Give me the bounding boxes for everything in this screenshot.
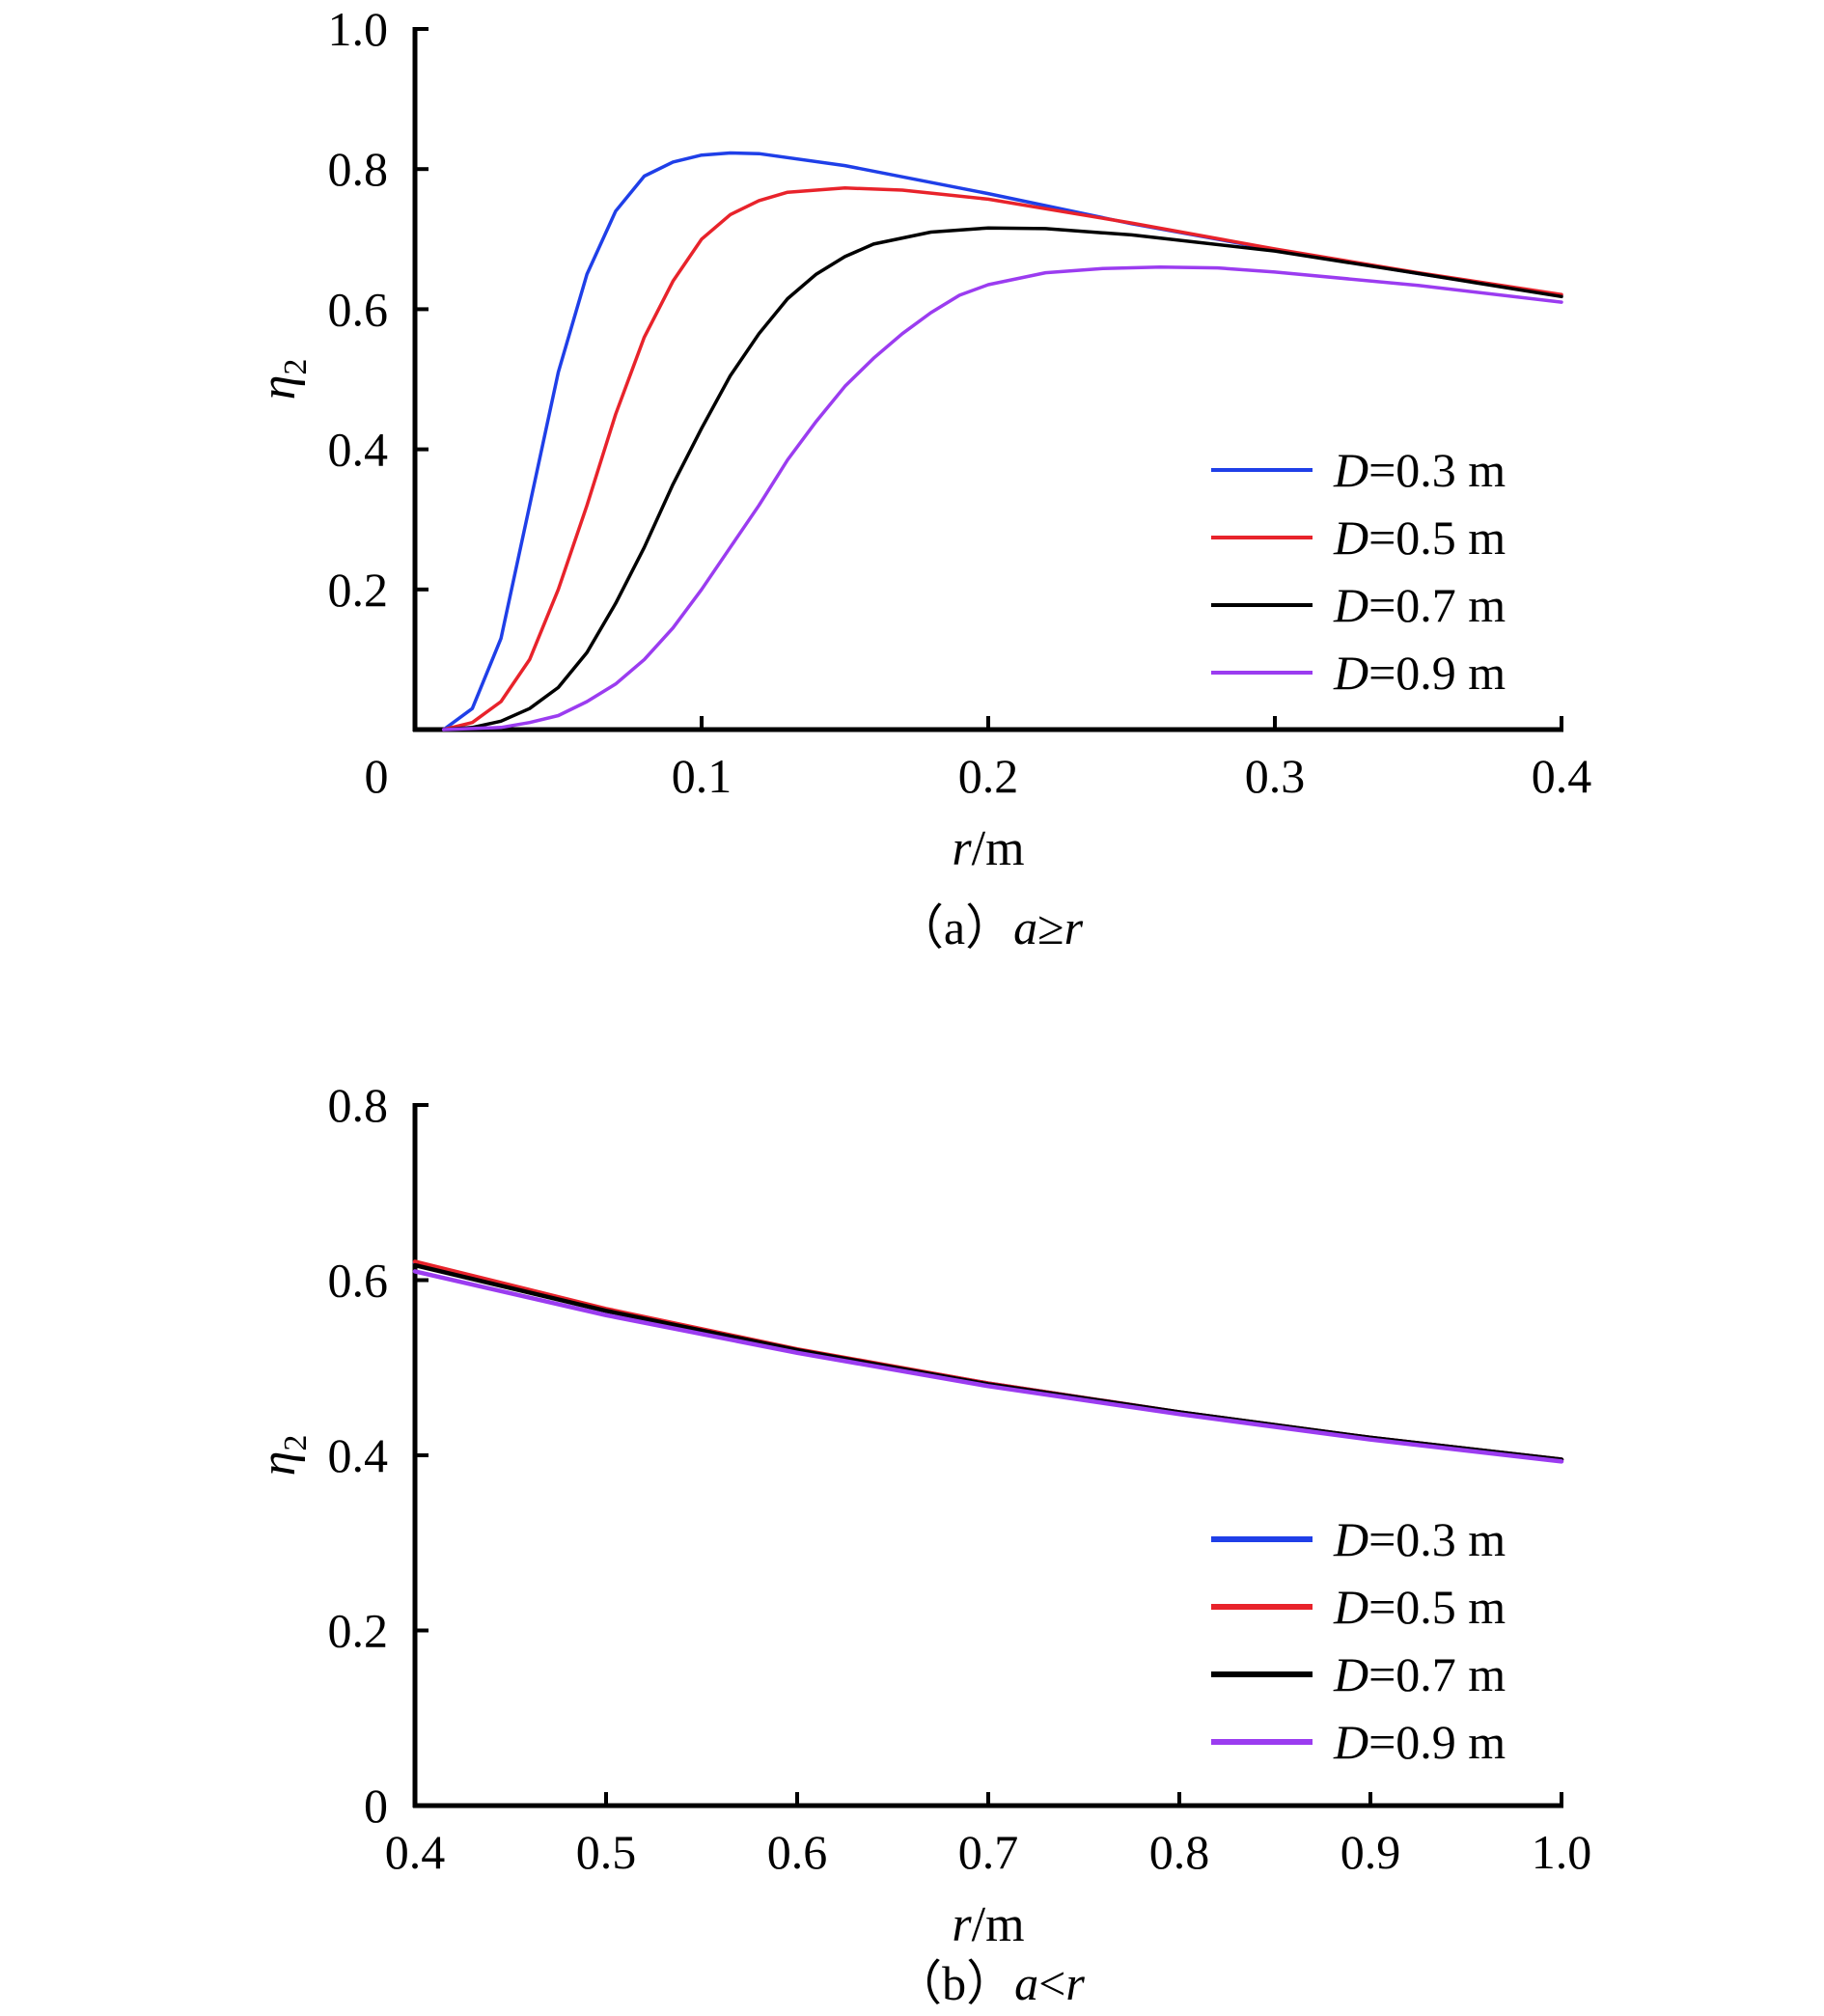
- panel-b-y-tick-label: 0.6: [328, 1254, 389, 1308]
- panel-b-legend-label-2: D=0.5 m: [1333, 1580, 1506, 1634]
- panel-b: 0.4 0.5 0.6 0.7 0.8 0.9 1.0 0 0.2 0.4 0.6 0.8 D=0.3…: [251, 1078, 1591, 2010]
- panel-a-y-tick-label: 0.6: [328, 282, 389, 336]
- panel-a-x-tick-label: 0.3: [1245, 749, 1306, 803]
- panel-a-y-tick-label: 1.0: [328, 2, 389, 56]
- panel-a-series-line-2: [441, 186, 1563, 732]
- panel-a: 0 0.1 0.2 0.3 0.40.20.40.60.81.0 D=0.3 mD=0.…: [251, 2, 1591, 954]
- panel-b-x-tick-label: 0.5: [576, 1825, 637, 1879]
- panel-b-y-tick-label: 0: [364, 1779, 388, 1833]
- panel-b-y-tick-label: 0.4: [328, 1428, 389, 1482]
- panel-a-y-tick-label: 0.4: [328, 423, 389, 477]
- panel-b-series-line-3: [412, 1262, 1564, 1462]
- panel-b-x-tick-label: 0.9: [1340, 1825, 1401, 1879]
- panel-a-legend-label-2: D=0.5 m: [1333, 511, 1506, 565]
- panel-a-caption: （a）a≥r: [896, 900, 1084, 954]
- panel-b-legend: D=0.3 m D=0.5 m D=0.7 m D=0.9 m: [1211, 1512, 1506, 1769]
- panel-a-ylabel: η2: [251, 359, 314, 400]
- panel-b-x-tick-label: 0.6: [767, 1825, 828, 1879]
- panel-a-legend-label-1: D=0.3 m: [1333, 443, 1506, 497]
- panel-b-xlabel: r/m: [952, 1897, 1024, 1952]
- panel-a-y-tick-label: 0.8: [328, 142, 389, 196]
- panel-a-y-tick-label: 0.2: [328, 563, 389, 617]
- panel-a-x-tick-label: 0.2: [958, 749, 1019, 803]
- panel-a-x-tick-label: 0: [365, 749, 389, 803]
- panel-b-series-line-1: [412, 1260, 1564, 1462]
- panel-a-x-tick-label: 0.1: [672, 749, 732, 803]
- panel-b-x-tick-label: 0.7: [958, 1825, 1019, 1879]
- panel-a-series-line-1: [441, 151, 1563, 732]
- panel-b-series: [412, 1259, 1564, 1464]
- panel-b-series-line-2: [412, 1259, 1564, 1462]
- panel-b-x-tick-label: 0.4: [385, 1825, 446, 1879]
- panel-b-series-line-4: [412, 1269, 1564, 1464]
- panel-a-series: [441, 151, 1563, 732]
- panel-a-legend-label-4: D=0.9 m: [1333, 646, 1506, 700]
- panel-b-caption: （b）a<r: [894, 1956, 1085, 2010]
- panel-b-legend-label-1: D=0.3 m: [1333, 1512, 1506, 1566]
- panel-b-y-tick-label: 0.8: [328, 1078, 389, 1132]
- panel-a-axes: 0 0.1 0.2 0.3 0.4 0.2 0.4 0.6 0.8 1.0: [328, 2, 1592, 803]
- panel-b-x-tick-label: 1.0: [1532, 1825, 1592, 1879]
- panel-b-axes: 0.4 0.5 0.6 0.7 0.8 0.9 1.0 0 0.2 0.4 0.6 0.8: [328, 1078, 1592, 1879]
- panel-b-legend-label-3: D=0.7 m: [1333, 1647, 1506, 1701]
- panel-a-x-tick-label: 0.4: [1532, 749, 1592, 803]
- panel-a-series-line-4: [441, 265, 1563, 732]
- panel-a-xlabel: r/m: [952, 821, 1024, 876]
- panel-b-y-tick-label: 0.2: [328, 1604, 389, 1658]
- panel-a-series-line-3: [441, 226, 1563, 732]
- panel-b-x-tick-label: 0.8: [1149, 1825, 1210, 1879]
- panel-b-legend-label-4: D=0.9 m: [1333, 1715, 1506, 1769]
- panel-a-legend-label-3: D=0.7 m: [1333, 578, 1506, 632]
- panel-b-ylabel: η2: [251, 1435, 314, 1477]
- panel-a-legend: D=0.3 m D=0.5 m D=0.7 m D=0.9 m: [1211, 443, 1506, 700]
